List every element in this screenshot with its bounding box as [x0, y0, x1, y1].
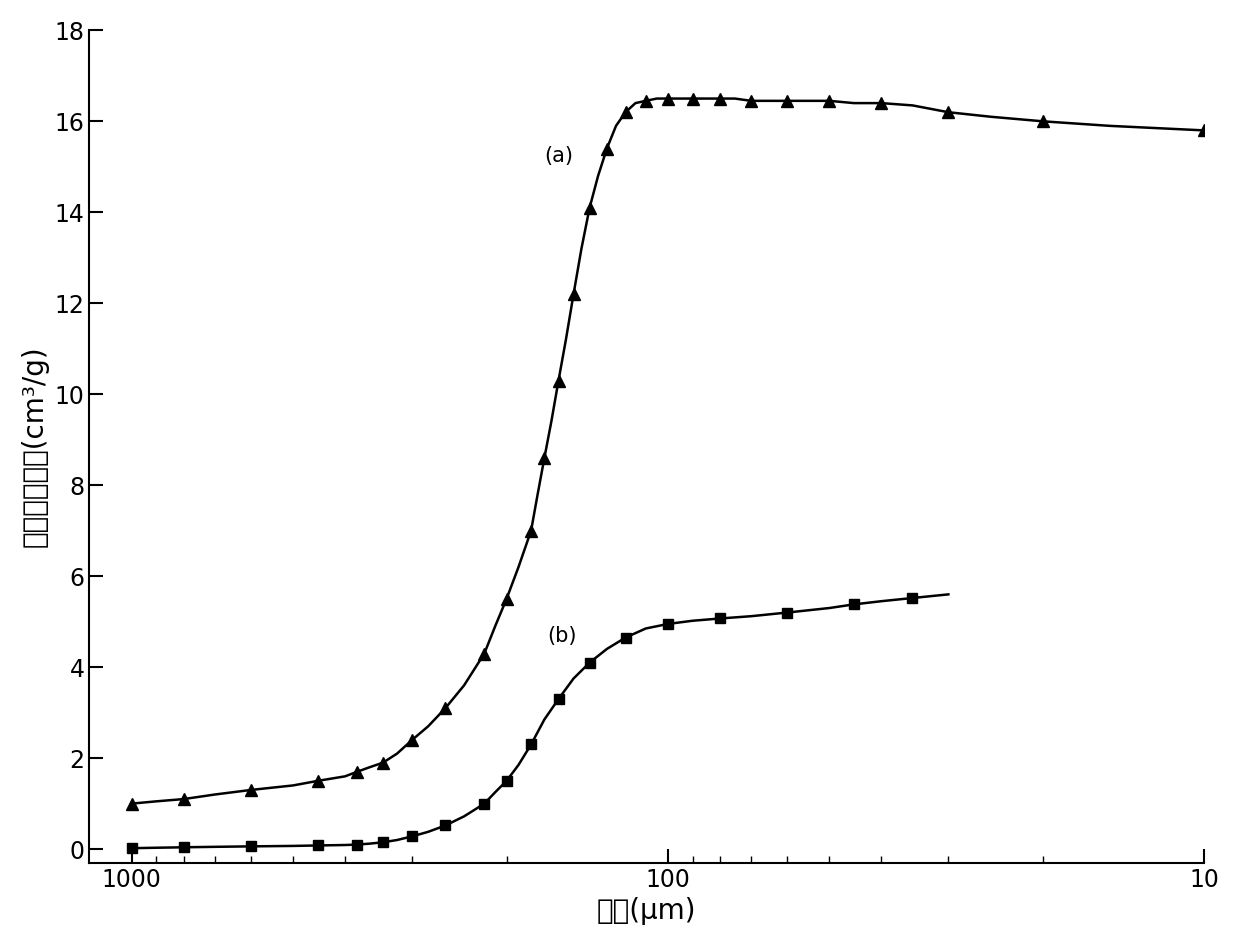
X-axis label: 孔径(μm): 孔径(μm): [596, 897, 697, 925]
Y-axis label: 压汞微分体积(cm³/g): 压汞微分体积(cm³/g): [21, 345, 48, 548]
Text: (b): (b): [547, 626, 577, 646]
Text: (a): (a): [544, 147, 573, 166]
